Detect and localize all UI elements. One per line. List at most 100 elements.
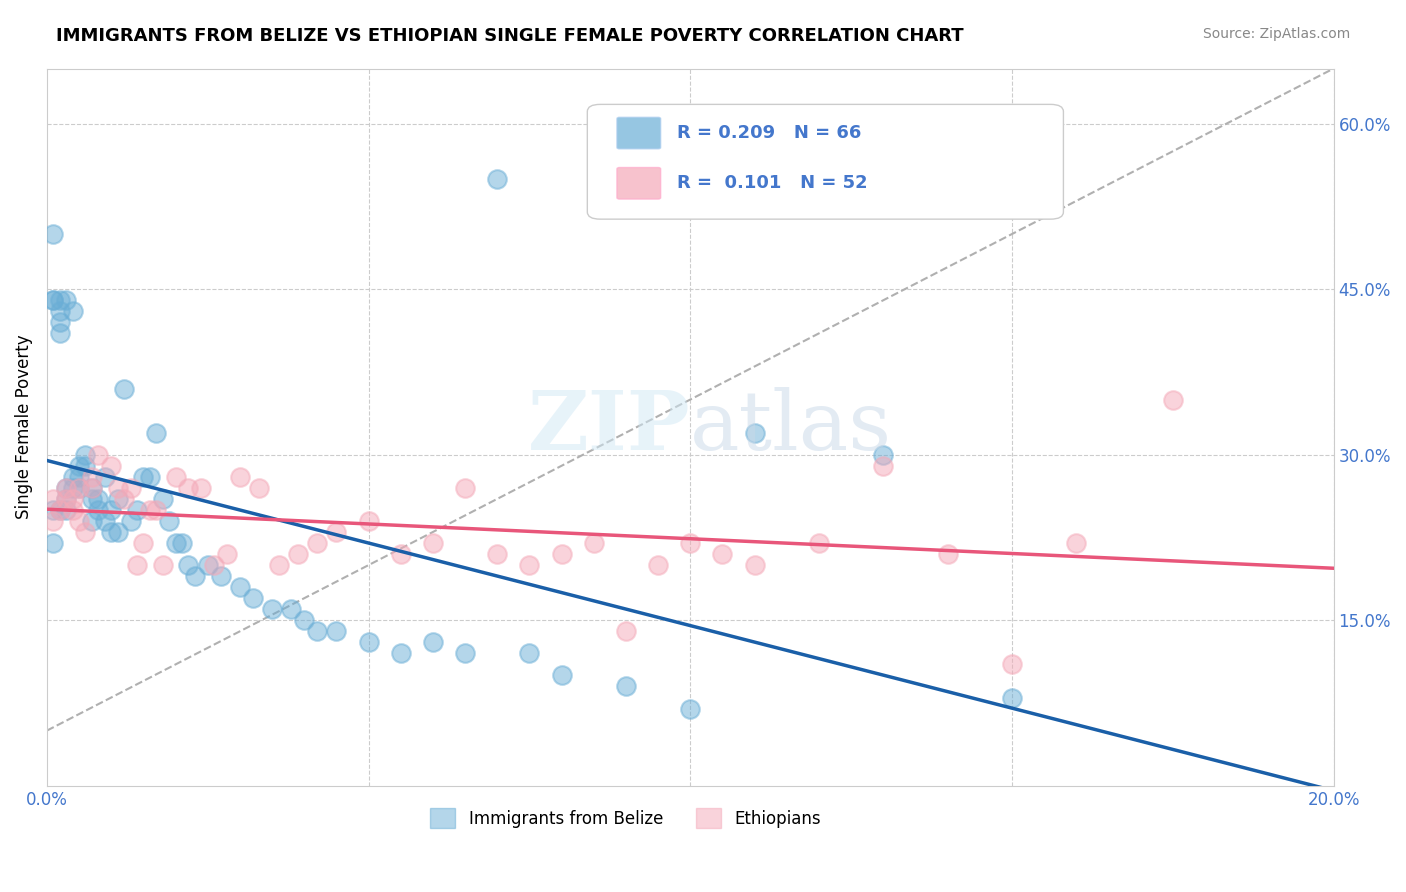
Point: [454, 646, 477, 660]
Point: [307, 624, 329, 639]
Point: [744, 558, 766, 573]
Point: [55, 491, 77, 506]
Point: [80, 481, 103, 495]
Text: R = 0.209   N = 66: R = 0.209 N = 66: [678, 124, 862, 142]
Point: [454, 481, 477, 495]
Point: [75, 448, 97, 462]
Point: [325, 524, 347, 539]
Point: [486, 547, 509, 561]
Point: [49, 503, 72, 517]
Point: [807, 536, 830, 550]
Point: [75, 458, 97, 473]
Point: [550, 668, 572, 682]
Point: [389, 547, 412, 561]
Point: [177, 481, 200, 495]
Point: [80, 514, 103, 528]
Point: [132, 470, 155, 484]
Point: [519, 646, 541, 660]
FancyBboxPatch shape: [617, 117, 661, 149]
Point: [94, 514, 117, 528]
Point: [486, 172, 509, 186]
Point: [120, 514, 142, 528]
Text: R =  0.101   N = 52: R = 0.101 N = 52: [678, 174, 868, 193]
Point: [42, 536, 65, 550]
Point: [100, 524, 122, 539]
Point: [42, 491, 65, 506]
Point: [100, 458, 122, 473]
Point: [49, 503, 72, 517]
Point: [42, 503, 65, 517]
Point: [165, 536, 187, 550]
Point: [679, 536, 702, 550]
Point: [872, 458, 894, 473]
Point: [67, 514, 90, 528]
Point: [582, 536, 605, 550]
Point: [152, 491, 174, 506]
Point: [202, 558, 225, 573]
Text: atlas: atlas: [690, 387, 893, 467]
Point: [1001, 657, 1024, 672]
Point: [170, 536, 193, 550]
Point: [307, 536, 329, 550]
Point: [1064, 536, 1087, 550]
Point: [132, 536, 155, 550]
Point: [209, 569, 232, 583]
Legend: Immigrants from Belize, Ethiopians: Immigrants from Belize, Ethiopians: [423, 801, 828, 835]
Point: [152, 558, 174, 573]
Point: [247, 481, 270, 495]
Point: [679, 701, 702, 715]
Point: [55, 293, 77, 308]
Y-axis label: Single Female Poverty: Single Female Poverty: [15, 334, 32, 519]
Point: [125, 558, 148, 573]
Point: [287, 547, 309, 561]
Point: [67, 470, 90, 484]
Point: [42, 514, 65, 528]
Point: [357, 635, 380, 649]
Point: [55, 491, 77, 506]
Point: [112, 491, 135, 506]
Point: [177, 558, 200, 573]
Point: [80, 470, 103, 484]
Point: [87, 448, 110, 462]
FancyBboxPatch shape: [588, 104, 1063, 219]
Point: [100, 503, 122, 517]
Point: [107, 481, 129, 495]
Point: [62, 304, 84, 318]
Point: [80, 481, 103, 495]
Point: [242, 591, 264, 606]
Point: [145, 425, 167, 440]
Point: [280, 602, 302, 616]
Point: [550, 547, 572, 561]
Point: [49, 315, 72, 329]
Text: Source: ZipAtlas.com: Source: ZipAtlas.com: [1202, 27, 1350, 41]
Point: [519, 558, 541, 573]
Point: [87, 503, 110, 517]
Point: [165, 470, 187, 484]
Point: [112, 382, 135, 396]
Point: [145, 503, 167, 517]
Point: [292, 613, 315, 627]
Point: [80, 491, 103, 506]
Point: [67, 458, 90, 473]
Point: [647, 558, 669, 573]
Point: [422, 635, 444, 649]
Point: [357, 514, 380, 528]
Point: [262, 602, 284, 616]
Point: [139, 470, 162, 484]
Point: [62, 491, 84, 506]
Point: [120, 481, 142, 495]
Point: [614, 624, 637, 639]
Point: [49, 304, 72, 318]
Point: [215, 547, 238, 561]
Point: [184, 569, 207, 583]
Point: [55, 481, 77, 495]
Point: [229, 470, 252, 484]
Point: [62, 470, 84, 484]
Point: [107, 491, 129, 506]
Point: [139, 503, 162, 517]
Point: [267, 558, 290, 573]
Text: ZIP: ZIP: [527, 387, 690, 467]
Point: [157, 514, 180, 528]
Point: [42, 293, 65, 308]
Point: [55, 503, 77, 517]
